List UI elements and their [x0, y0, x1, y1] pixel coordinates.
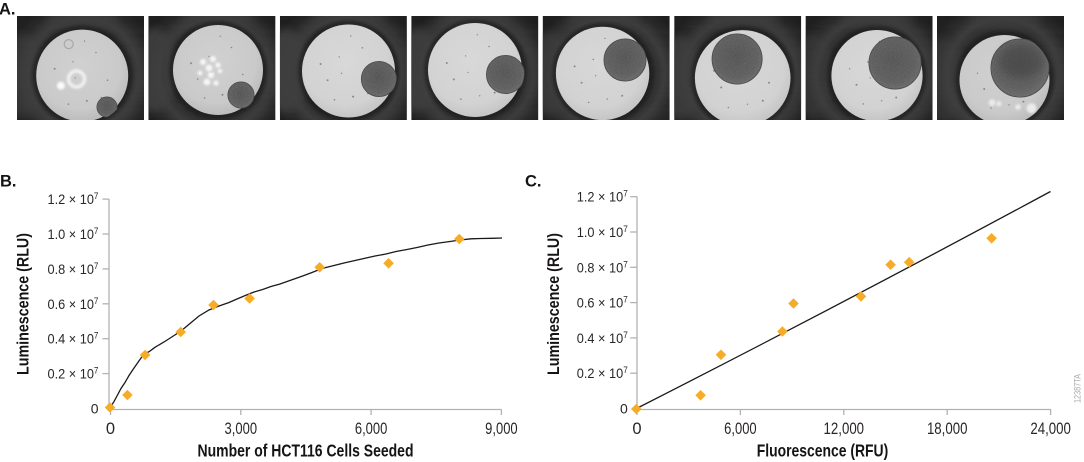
- svg-text:0.6 × 107: 0.6 × 107: [577, 295, 628, 311]
- svg-text:0: 0: [620, 401, 628, 417]
- svg-text:0.2 × 107: 0.2 × 107: [48, 366, 99, 382]
- svg-text:0: 0: [91, 401, 99, 417]
- svg-text:24,000: 24,000: [1030, 420, 1071, 438]
- svg-text:0.8 × 107: 0.8 × 107: [48, 261, 99, 277]
- svg-text:6,000: 6,000: [355, 420, 388, 438]
- svg-text:0.8 × 107: 0.8 × 107: [577, 259, 628, 275]
- svg-text:6,000: 6,000: [724, 420, 757, 438]
- svg-text:12,000: 12,000: [824, 420, 865, 438]
- svg-text:Fluorescence (RFU): Fluorescence (RFU): [757, 441, 889, 461]
- svg-text:0.4 × 107: 0.4 × 107: [577, 330, 628, 346]
- svg-text:1.2 × 107: 1.2 × 107: [577, 189, 628, 205]
- svg-text:1.0 × 107: 1.0 × 107: [577, 224, 628, 240]
- svg-text:0.4 × 107: 0.4 × 107: [48, 331, 99, 347]
- svg-text:Luminescence (RLU): Luminescence (RLU): [15, 233, 33, 375]
- svg-text:3,000: 3,000: [225, 420, 258, 438]
- svg-text:Luminescence (RLU): Luminescence (RLU): [545, 233, 563, 375]
- svg-text:12387TA: 12387TA: [1073, 373, 1084, 403]
- svg-text:1.0 × 107: 1.0 × 107: [48, 226, 99, 242]
- svg-text:0.6 × 107: 0.6 × 107: [48, 296, 99, 312]
- svg-text:A.: A.: [0, 1, 16, 19]
- svg-text:0.2 × 107: 0.2 × 107: [577, 365, 628, 381]
- svg-text:Number of HCT116 Cells Seeded: Number of HCT116 Cells Seeded: [198, 441, 414, 461]
- svg-text:0: 0: [632, 420, 641, 438]
- svg-text:9,000: 9,000: [485, 420, 518, 438]
- svg-text:0: 0: [106, 420, 115, 438]
- svg-text:C.: C.: [525, 173, 542, 191]
- svg-text:1.2 × 107: 1.2 × 107: [48, 191, 99, 207]
- svg-text:18,000: 18,000: [927, 420, 968, 438]
- svg-text:B.: B.: [0, 173, 17, 191]
